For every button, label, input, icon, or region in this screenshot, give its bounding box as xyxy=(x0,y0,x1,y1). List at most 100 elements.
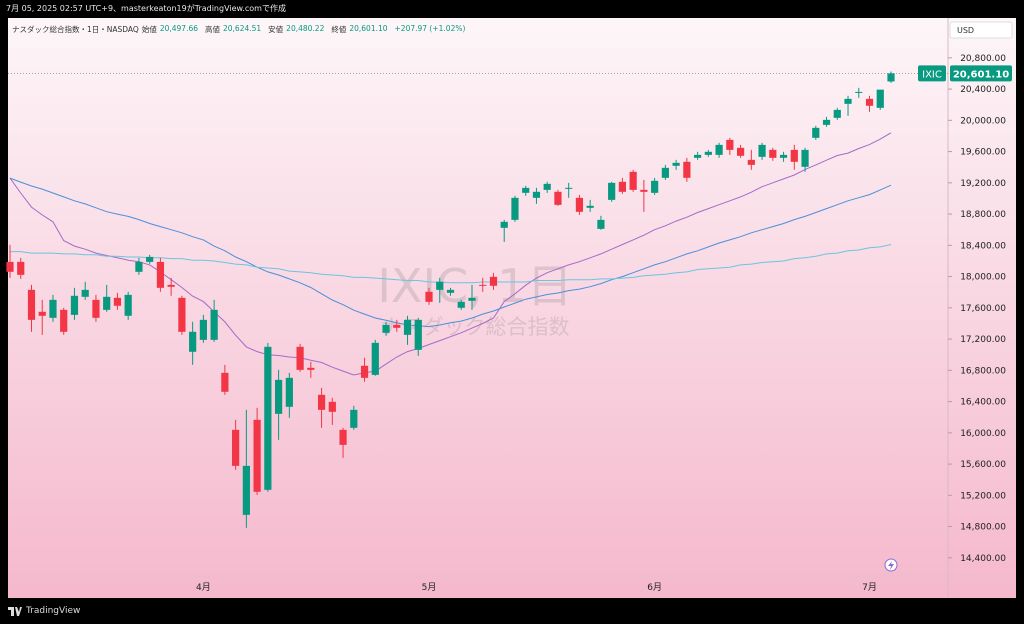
currency-box[interactable] xyxy=(949,21,1013,39)
candle-body xyxy=(500,221,508,228)
candle-body xyxy=(328,401,336,412)
ohlc-label: 始値 xyxy=(141,25,157,34)
candle-body xyxy=(554,191,562,205)
candle-body xyxy=(6,261,14,272)
y-tick-label: 16,800.00 xyxy=(960,366,1006,376)
candle-body xyxy=(597,219,605,229)
candle-body xyxy=(27,289,36,320)
candle-body xyxy=(855,91,863,93)
candle-body xyxy=(285,377,293,407)
candle-body xyxy=(812,127,820,138)
y-tick-label: 19,600.00 xyxy=(960,148,1006,158)
candle-body xyxy=(640,189,648,192)
candle-body xyxy=(17,261,25,275)
candle-body xyxy=(608,182,616,200)
candle-body xyxy=(694,154,702,158)
candle-body xyxy=(350,409,358,428)
top-bar-text: 7月 05, 2025 02:57 UTC+9、masterkeaton19がT… xyxy=(6,4,286,13)
candle-body xyxy=(747,159,755,165)
candle-body xyxy=(425,291,433,302)
price-tag-bg xyxy=(950,65,1012,82)
candle-body xyxy=(629,171,637,190)
candle-body xyxy=(704,151,712,155)
candle-body xyxy=(876,89,884,108)
ohlc-label: 終値 xyxy=(331,25,347,34)
y-tick-label: 18,400.00 xyxy=(960,241,1006,251)
ohlc-value: 20,497.66 xyxy=(159,24,198,33)
candle-body xyxy=(479,284,487,286)
x-tick-label: 4月 xyxy=(196,582,211,593)
candle-body xyxy=(618,181,627,192)
candle-body xyxy=(758,144,766,157)
y-tick-label: 20,800.00 xyxy=(960,54,1006,64)
candle-body xyxy=(92,299,100,318)
candle-body xyxy=(221,372,229,392)
candle-body xyxy=(317,394,326,410)
candle-body xyxy=(511,197,519,220)
candle-body xyxy=(769,149,777,158)
change: +207.97 (+1.02%) xyxy=(394,24,466,33)
candle-body xyxy=(532,191,541,198)
candle-body xyxy=(446,289,455,293)
candle-body xyxy=(779,154,788,158)
candle-body xyxy=(199,319,207,340)
currency: USD xyxy=(957,26,974,35)
candle-body xyxy=(414,319,422,350)
y-tick-label: 18,800.00 xyxy=(960,210,1006,220)
y-tick-label: 17,600.00 xyxy=(960,304,1006,314)
candle-body xyxy=(661,167,669,178)
candle-body xyxy=(651,180,659,193)
candle-body xyxy=(232,429,240,466)
candle-body xyxy=(736,147,745,156)
x-tick-label: 6月 xyxy=(647,582,662,593)
candle-body xyxy=(135,261,143,272)
ohlc-value: 20,601.10 xyxy=(349,24,388,33)
ohlc-label: 安値 xyxy=(268,25,284,34)
candle-body xyxy=(522,187,530,193)
candle-body xyxy=(210,309,218,340)
candle-body xyxy=(833,109,841,118)
candle-body xyxy=(844,98,852,104)
candle-body xyxy=(296,346,304,370)
candle-body xyxy=(113,297,122,306)
candle-body xyxy=(801,149,809,167)
price-tag-symbol-bg xyxy=(918,65,946,82)
candle-body xyxy=(586,205,594,208)
candle-body xyxy=(489,276,498,286)
candle-body xyxy=(382,324,390,333)
y-tick-label: 20,400.00 xyxy=(960,85,1006,95)
candle-body xyxy=(189,331,197,352)
candle-body xyxy=(274,379,283,414)
moving-average xyxy=(9,177,892,328)
moving-average xyxy=(10,244,892,284)
price-tag-symbol: IXIC xyxy=(922,69,942,80)
y-tick-label: 15,600.00 xyxy=(960,460,1006,470)
watermark-symbol: IXIC, 1日 xyxy=(377,259,572,313)
candle-body xyxy=(307,367,315,370)
candle-body xyxy=(178,297,186,332)
candle-body xyxy=(49,299,57,318)
candle-body xyxy=(264,346,272,490)
candle-body xyxy=(81,289,89,297)
candle-body xyxy=(156,261,165,288)
footer: TradingView xyxy=(8,606,80,616)
candle-body xyxy=(543,183,551,190)
ohlc-label: 高値 xyxy=(205,25,220,34)
ohlc-value: 20,624.51 xyxy=(223,24,262,33)
y-tick-label: 14,400.00 xyxy=(960,554,1006,564)
candle-body xyxy=(403,319,412,335)
candle-body xyxy=(822,119,831,125)
x-tick-label: 7月 xyxy=(862,582,877,593)
candle-body xyxy=(253,419,261,492)
candle-body xyxy=(167,284,175,287)
candle-body xyxy=(457,301,465,308)
x-tick-label: 5月 xyxy=(422,582,437,593)
y-tick-label: 16,000.00 xyxy=(960,429,1006,439)
events-icon-bolt xyxy=(888,561,894,570)
candle-body xyxy=(683,161,691,178)
candle-body xyxy=(575,197,584,212)
ohlc-value: 20,480.22 xyxy=(286,24,325,33)
candle-body xyxy=(393,324,401,328)
